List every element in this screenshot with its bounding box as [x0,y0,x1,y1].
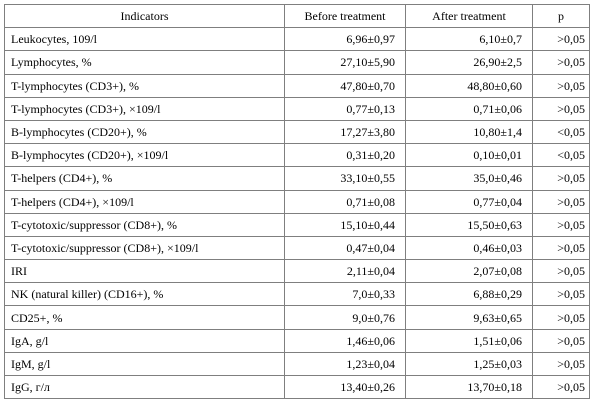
indicators-table: Indicators Before treatment After treatm… [4,3,590,400]
before-treatment-cell: 2,11±0,04 [284,259,406,284]
indicator-cell: B-lymphocytes (CD20+), % [4,119,285,145]
table-row: T-helpers (CD4+), ×109/l 0,71±0,08 0,77±0,… [4,189,590,214]
after-treatment-cell: 48,80±0,60 [405,73,533,98]
indicator-cell: IRI [4,259,285,284]
p-value-cell: >0,05 [532,305,590,330]
indicator-cell: B-lymphocytes (CD20+), ×109/l [4,143,285,168]
before-treatment-cell: 0,71±0,08 [284,189,406,214]
before-treatment-cell: 33,10±0,55 [284,166,406,191]
before-treatment-cell: 7,0±0,33 [284,282,406,307]
p-value-cell: >0,05 [532,96,590,121]
table-body: Leukocytes, 109/l 6,96±0,97 6,10±0,7 >0,05 L… [4,27,590,400]
table-row: Lymphocytes, % 27,10±5,90 26,90±2,5 >0,05 [4,50,590,75]
before-treatment-cell: 0,31±0,20 [284,143,406,168]
indicator-cell: IgG, г/л [4,374,285,400]
table-row: Leukocytes, 109/l 6,96±0,97 6,10±0,7 >0,05 [4,27,590,52]
table-row: T-lymphocytes (CD3+), % 47,80±0,70 48,80±0… [4,73,590,98]
indicator-cell: T-lymphocytes (CD3+), ×109/l [4,96,285,121]
indicator-cell: Lymphocytes, % [4,50,285,75]
header-p: p [532,3,590,29]
indicator-cell: CD25+, % [4,305,285,330]
p-value-cell: >0,05 [532,27,590,52]
before-treatment-cell: 27,10±5,90 [284,50,406,75]
before-treatment-cell: 13,40±0,26 [284,374,406,400]
indicator-cell: T-lymphocytes (CD3+), % [4,73,285,98]
before-treatment-cell: 0,47±0,04 [284,235,406,261]
p-value-cell: >0,05 [532,212,590,237]
after-treatment-cell: 2,07±0,08 [405,259,533,284]
before-treatment-cell: 9,0±0,76 [284,305,406,330]
table-row: T-lymphocytes (CD3+), ×109/l 0,77±0,13 0,7… [4,96,590,121]
before-treatment-cell: 6,96±0,97 [284,27,406,52]
header-indicators: Indicators [4,3,285,29]
table-row: IRI 2,11±0,04 2,07±0,08 >0,05 [4,259,590,284]
p-value-cell: >0,05 [532,282,590,307]
p-value-cell: >0,05 [532,374,590,400]
after-treatment-cell: 0,77±0,04 [405,189,533,214]
table-row: T-helpers (CD4+), % 33,10±0,55 35,0±0,46 >0… [4,166,590,191]
table-row: CD25+, % 9,0±0,76 9,63±0,65 >0,05 [4,305,590,330]
after-treatment-cell: 0,46±0,03 [405,235,533,261]
p-value-cell: >0,05 [532,73,590,98]
p-value-cell: >0,05 [532,259,590,284]
indicator-cell: T-cytotoxic/suppressor (CD8+), ×109/l [4,235,285,261]
after-treatment-cell: 35,0±0,46 [405,166,533,191]
after-treatment-cell: 15,50±0,63 [405,212,533,237]
after-treatment-cell: 10,80±1,4 [405,119,533,145]
indicator-cell: T-helpers (CD4+), ×109/l [4,189,285,214]
indicator-cell: NK (natural killer) (CD16+), % [4,282,285,307]
p-value-cell: >0,05 [532,351,590,377]
after-treatment-cell: 26,90±2,5 [405,50,533,75]
p-value-cell: >0,05 [532,235,590,261]
after-treatment-cell: 6,88±0,29 [405,282,533,307]
p-value-cell: >0,05 [532,189,590,214]
before-treatment-cell: 0,77±0,13 [284,96,406,121]
p-value-cell: >0,05 [532,50,590,75]
after-treatment-cell: 9,63±0,65 [405,305,533,330]
after-treatment-cell: 6,10±0,7 [405,27,533,52]
before-treatment-cell: 15,10±0,44 [284,212,406,237]
table-row: B-lymphocytes (CD20+), % 17,27±3,80 10,80±… [4,119,590,145]
table-row: T-cytotoxic/suppressor (CD8+), ×109/l 0,4… [4,235,590,261]
after-treatment-cell: 0,10±0,01 [405,143,533,168]
table-row: IgG, г/л 13,40±0,26 13,70±0,18 >0,05 [4,374,590,400]
indicator-cell: IgM, g/l [4,351,285,377]
p-value-cell: >0,05 [532,166,590,191]
table-row: T-cytotoxic/suppressor (CD8+), % 15,10±0,… [4,212,590,237]
before-treatment-cell: 1,23±0,04 [284,351,406,377]
indicator-cell: T-cytotoxic/suppressor (CD8+), % [4,212,285,237]
indicator-cell: IgA, g/l [4,328,285,353]
header-row: Indicators Before treatment After treatm… [4,3,590,29]
table-row: IgM, g/l 1,23±0,04 1,25±0,03 >0,05 [4,351,590,377]
indicator-cell: Leukocytes, 109/l [4,27,285,52]
table-row: NK (natural killer) (CD16+), % 7,0±0,33 6,… [4,282,590,307]
after-treatment-cell: 1,51±0,06 [405,328,533,353]
table-row: B-lymphocytes (CD20+), ×109/l 0,31±0,20 0,… [4,143,590,168]
before-treatment-cell: 47,80±0,70 [284,73,406,98]
table-row: IgA, g/l 1,46±0,06 1,51±0,06 >0,05 [4,328,590,353]
after-treatment-cell: 13,70±0,18 [405,374,533,400]
before-treatment-cell: 1,46±0,06 [284,328,406,353]
p-value-cell: <0,05 [532,119,590,145]
before-treatment-cell: 17,27±3,80 [284,119,406,145]
header-before-treatment: Before treatment [284,3,406,29]
p-value-cell: >0,05 [532,328,590,353]
after-treatment-cell: 0,71±0,06 [405,96,533,121]
p-value-cell: <0,05 [532,143,590,168]
after-treatment-cell: 1,25±0,03 [405,351,533,377]
header-after-treatment: After treatment [405,3,533,29]
indicator-cell: T-helpers (CD4+), % [4,166,285,191]
